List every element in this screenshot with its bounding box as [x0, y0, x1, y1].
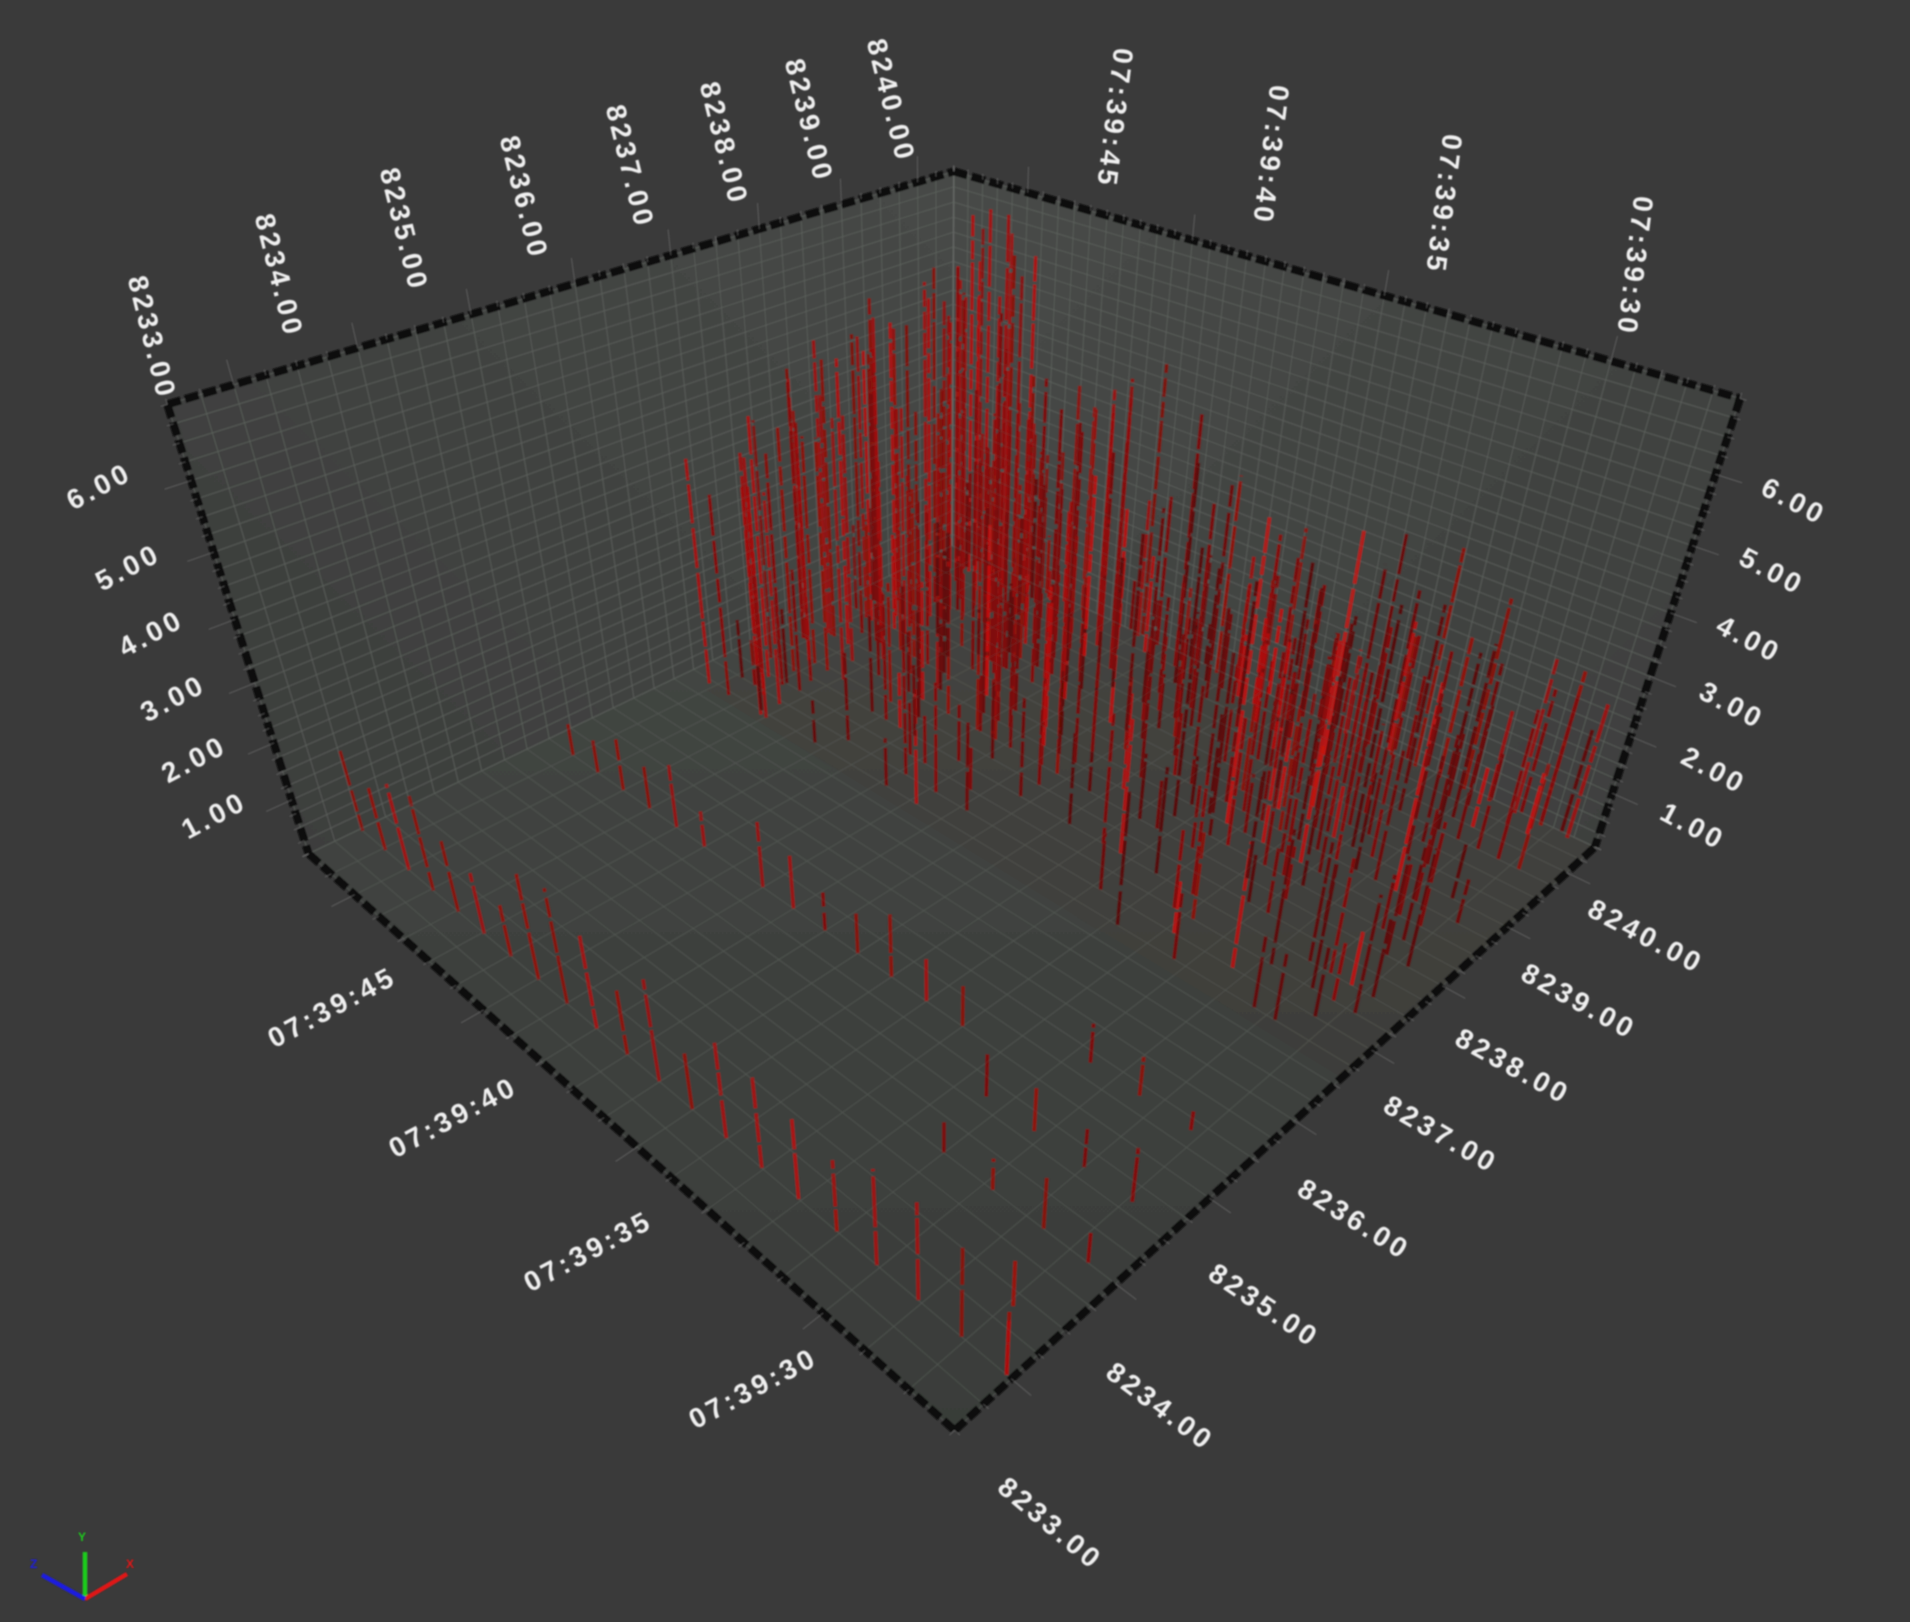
svg-text:X: X [126, 1557, 134, 1571]
svg-text:Y: Y [78, 1530, 86, 1544]
svg-text:Z: Z [30, 1557, 37, 1571]
